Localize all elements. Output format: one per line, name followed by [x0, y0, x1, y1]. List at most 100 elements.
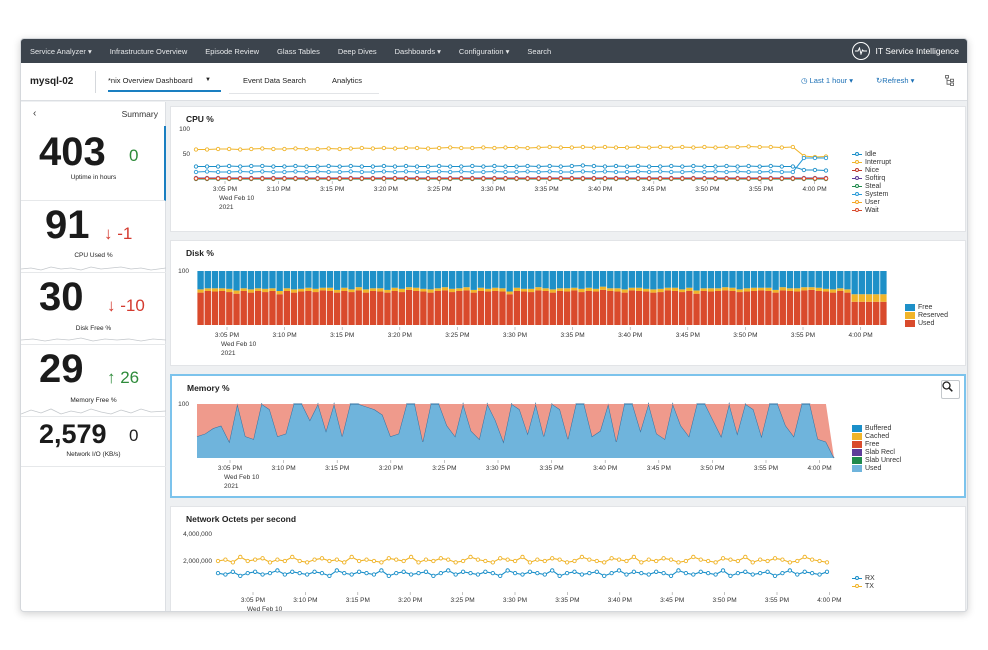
nav-dashboards[interactable]: Dashboards ▾: [394, 46, 441, 56]
data-point: [569, 163, 574, 169]
kpi-disk-free[interactable]: 30 ↓ -10 Disk Free %: [21, 273, 166, 345]
bar-segment-free: [851, 271, 858, 295]
data-point: [812, 155, 818, 161]
legend-item[interactable]: Interrupt: [852, 158, 891, 166]
data-point: [680, 144, 685, 150]
x-year-label: 2021: [224, 483, 239, 490]
bar-segment-used: [348, 292, 355, 325]
kpi-delta: ↓ -10: [107, 296, 145, 315]
data-point: [503, 176, 508, 181]
legend-item[interactable]: Idle: [852, 150, 891, 158]
cpu-sparkline: [21, 266, 166, 271]
legend-item[interactable]: TX: [852, 582, 875, 590]
nav-deep-dives[interactable]: Deep Dives: [337, 46, 377, 56]
bar-segment-reserved: [542, 288, 549, 291]
bar-segment-reserved: [427, 289, 434, 293]
data-point: [702, 169, 707, 175]
legend-item[interactable]: Wait: [852, 206, 891, 214]
cpu-chart: 100 50 3:05 PM 3:10 PM 3:15 PM 3:20 PM 3:25 PM…: [179, 126, 829, 211]
legend-item[interactable]: Buffered: [852, 424, 901, 432]
bar-segment-used: [736, 292, 743, 325]
data-point: [193, 164, 199, 169]
x-tick-label: 3:55 PM: [749, 186, 773, 193]
bar-segment-used: [398, 292, 406, 325]
kpi-cpu-used[interactable]: 91 ↓ -1 CPU Used %: [21, 201, 166, 273]
legend-item[interactable]: System: [852, 190, 891, 198]
bar-segment-free: [729, 271, 736, 288]
bar-segment-free: [298, 271, 305, 289]
bar-segment-used: [197, 292, 204, 325]
data-point: [453, 560, 458, 565]
bar-segment-reserved: [247, 289, 255, 293]
bar-segment-free: [549, 271, 556, 290]
bar-segment-reserved: [743, 288, 751, 292]
data-point: [720, 568, 726, 573]
data-point: [535, 557, 540, 562]
chevron-left-icon[interactable]: ‹: [33, 108, 37, 119]
legend-item[interactable]: User: [852, 198, 891, 206]
nav-glass-tables[interactable]: Glass Tables: [277, 46, 320, 56]
data-point: [795, 558, 800, 564]
legend-item[interactable]: Softirq: [852, 174, 891, 182]
data-point: [713, 145, 718, 150]
bar-segment-reserved: [829, 289, 837, 293]
legend-item[interactable]: Free: [905, 303, 948, 311]
legend-item[interactable]: Used: [852, 464, 901, 472]
legend-item[interactable]: Cached: [852, 432, 901, 440]
data-point: [293, 146, 298, 151]
legend-item[interactable]: Steal: [852, 182, 891, 190]
data-point: [547, 144, 552, 150]
data-point: [356, 569, 362, 574]
nav-episode-review[interactable]: Episode Review: [205, 46, 260, 56]
x-tick-label: 3:15 PM: [346, 597, 370, 604]
bar-segment-used: [722, 290, 729, 325]
dashboard-select[interactable]: *nix Overview Dashboard ▼: [108, 76, 221, 92]
nav-configuration[interactable]: Configuration ▾: [458, 46, 510, 56]
data-point: [193, 169, 199, 175]
bar-segment-free: [276, 271, 283, 291]
data-point: [713, 560, 718, 565]
kpi-network-io[interactable]: 2,579 0 Network I/O (KB/s): [21, 417, 166, 467]
hierarchy-icon[interactable]: [945, 75, 954, 88]
bar-segment-used: [535, 290, 542, 325]
nav-search[interactable]: Search: [527, 46, 552, 56]
time-range-picker[interactable]: ◷ Last 1 hour ▾: [801, 76, 853, 85]
magnifier-icon[interactable]: [941, 380, 960, 399]
data-point: [514, 164, 519, 169]
x-tick-label: 3:15 PM: [330, 332, 354, 339]
refresh-button[interactable]: ↻Refresh ▾: [876, 76, 914, 85]
legend-item[interactable]: Slab Unrecl: [852, 456, 901, 464]
data-point: [503, 145, 508, 150]
data-point: [765, 558, 770, 564]
data-point: [334, 557, 339, 562]
x-tick-label: 3:20 PM: [388, 332, 412, 339]
kpi-uptime[interactable]: 403 0 Uptime in hours: [21, 126, 166, 201]
bar-segment-reserved: [204, 288, 211, 291]
active-tab-indicator: [108, 90, 221, 92]
legend-item[interactable]: Reserved: [905, 311, 948, 319]
kpi-memory-free[interactable]: 29 ↑ 26 Memory Free %: [21, 345, 166, 417]
panel-cpu: CPU % 100 50 3:05 PM 3:10 PM 3:15 PM 3:20 PM 3…: [170, 106, 966, 232]
bar-segment-used: [218, 290, 226, 325]
x-tick-label: 3:05 PM: [241, 597, 265, 604]
data-point: [448, 169, 453, 175]
nav-infrastructure-overview[interactable]: Infrastructure Overview: [109, 46, 188, 56]
data-point: [414, 176, 420, 181]
legend-item[interactable]: Nice: [852, 166, 891, 174]
tab-event-data-search[interactable]: Event Data Search: [243, 76, 306, 85]
data-point: [635, 163, 641, 169]
tab-analytics[interactable]: Analytics: [332, 76, 363, 85]
nav-service-analyzer[interactable]: Service Analyzer ▾: [30, 46, 92, 56]
data-point: [787, 560, 793, 565]
data-point: [282, 146, 287, 152]
bar-segment-reserved: [226, 288, 233, 293]
x-tick-label: 3:10 PM: [293, 597, 317, 604]
legend-item[interactable]: Used: [905, 319, 948, 327]
legend-item[interactable]: RX: [852, 574, 875, 582]
x-tick-label: 4:00 PM: [817, 597, 841, 604]
bar-segment-used: [750, 290, 758, 325]
legend-item[interactable]: Free: [852, 440, 901, 448]
panel-memory[interactable]: Memory % 100 3:05 PM 3:10 PM 3:15 PM 3:20 PM…: [170, 374, 966, 498]
legend-item[interactable]: Slab Recl: [852, 448, 901, 456]
x-date-label: Wed Feb 10: [219, 195, 255, 202]
